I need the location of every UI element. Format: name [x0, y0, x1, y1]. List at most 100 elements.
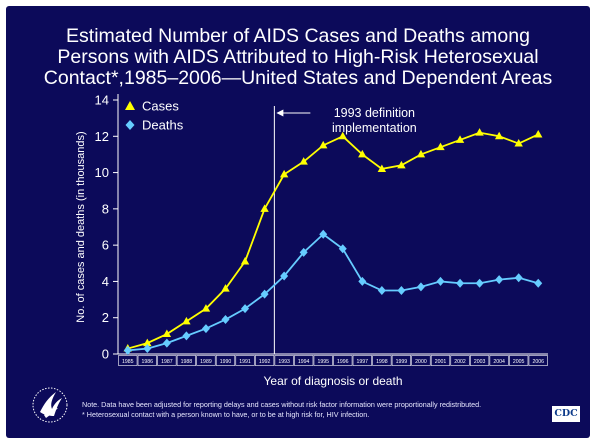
x-year-box — [411, 355, 431, 366]
x-tick-label: 1990 — [220, 359, 232, 365]
data-point-cases — [162, 329, 172, 338]
data-point-deaths — [319, 229, 328, 239]
x-year-box — [137, 355, 157, 366]
cdc-logo: CDC — [552, 406, 580, 422]
legend-marker-deaths — [125, 120, 135, 130]
x-year-box — [157, 355, 177, 366]
annotation-arrowhead — [276, 109, 284, 117]
data-point-cases — [475, 128, 484, 136]
x-tick-label: 2002 — [454, 359, 466, 365]
x-year-box — [489, 355, 509, 366]
data-point-deaths — [475, 278, 484, 288]
footnotes: Note. Data have been adjusted for report… — [82, 400, 552, 420]
slide: Estimated Number of AIDS Cases and Death… — [6, 6, 590, 438]
data-point-cases — [338, 131, 347, 140]
data-point-deaths — [143, 344, 152, 354]
y-tick-label: 10 — [95, 165, 109, 180]
data-point-cases — [494, 131, 504, 140]
x-year-box — [255, 355, 275, 366]
x-year-box — [352, 355, 372, 366]
y-tick-label: 2 — [102, 310, 109, 325]
data-point-cases — [299, 157, 308, 165]
x-year-box — [430, 355, 451, 366]
x-year-box — [118, 355, 138, 366]
x-axis-title: Year of diagnosis or death — [264, 374, 403, 388]
data-point-deaths — [514, 273, 523, 283]
x-tick-label: 2006 — [532, 359, 544, 365]
data-point-deaths — [162, 338, 171, 348]
x-tick-label: 1998 — [376, 359, 388, 365]
x-year-box — [196, 355, 216, 366]
x-year-box — [528, 355, 548, 366]
hhs-eagle-logo-icon — [32, 382, 68, 433]
footnote-asterisk: * Heterosexual contact with a person kno… — [82, 410, 370, 419]
legend-label-deaths: Deaths — [142, 118, 184, 133]
data-point-deaths — [358, 276, 367, 286]
x-tick-label: 1996 — [337, 359, 349, 365]
data-point-deaths — [299, 247, 308, 257]
x-year-box — [391, 355, 411, 366]
x-tick-label: 2005 — [513, 359, 525, 365]
x-tick-label: 2000 — [415, 359, 427, 365]
data-point-deaths — [123, 345, 132, 355]
x-tick-label: 1997 — [357, 359, 369, 365]
y-axis-title: No. of cases and deaths (in thousands) — [75, 131, 87, 322]
annotation-text: implementation — [332, 121, 417, 135]
x-tick-label: 2003 — [474, 359, 486, 365]
data-point-deaths — [456, 278, 465, 288]
data-point-deaths — [280, 271, 289, 281]
data-point-deaths — [221, 315, 230, 325]
y-tick-label: 0 — [102, 347, 109, 362]
data-point-deaths — [377, 286, 386, 295]
x-year-box — [215, 355, 236, 366]
x-year-box — [176, 355, 196, 366]
data-point-deaths — [534, 278, 543, 288]
data-point-cases — [240, 256, 250, 265]
data-point-cases — [319, 140, 328, 149]
data-point-cases — [279, 169, 289, 178]
x-year-box — [372, 355, 392, 366]
x-tick-label: 1988 — [181, 359, 193, 365]
x-year-box — [470, 355, 490, 366]
data-point-cases — [182, 316, 191, 325]
x-year-box — [294, 355, 314, 366]
series-line-deaths — [127, 233, 539, 352]
data-point-cases — [358, 149, 367, 158]
series-line-cases — [127, 131, 539, 350]
y-tick-label: 14 — [95, 93, 109, 108]
y-tick-label: 12 — [95, 129, 109, 144]
x-tick-label: 1995 — [317, 359, 329, 365]
data-point-cases — [377, 164, 387, 172]
data-point-deaths — [397, 286, 406, 295]
x-tick-label: 2001 — [435, 359, 447, 365]
legend-marker-cases — [125, 101, 135, 110]
data-point-deaths — [260, 289, 269, 299]
data-point-cases — [416, 149, 426, 158]
annotation-text: 1993 definition — [334, 106, 415, 120]
data-point-deaths — [436, 276, 445, 286]
x-tick-label: 2004 — [493, 359, 505, 365]
x-tick-label: 1987 — [161, 359, 173, 365]
data-point-deaths — [241, 304, 250, 314]
data-point-cases — [514, 139, 523, 147]
data-point-cases — [260, 204, 269, 212]
x-tick-label: 1986 — [142, 359, 154, 365]
x-tick-label: 1991 — [239, 359, 251, 365]
x-year-box — [313, 355, 333, 366]
data-point-cases — [455, 135, 465, 143]
x-tick-label: 1985 — [122, 359, 134, 365]
data-point-cases — [221, 284, 230, 292]
x-tick-label: 1994 — [298, 359, 310, 365]
title-line-1: Estimated Number of AIDS Cases and Death… — [66, 25, 530, 47]
data-point-cases — [143, 338, 152, 347]
x-year-box — [235, 355, 255, 366]
y-tick-label: 8 — [102, 201, 109, 216]
title-line-3: Contact*,1985–2006—United States and Dep… — [43, 67, 553, 89]
data-point-cases — [201, 304, 211, 312]
x-year-box — [509, 355, 529, 366]
footnote-note: Note. Data have been adjusted for report… — [82, 400, 482, 409]
x-tick-label: 1992 — [259, 359, 271, 365]
line-chart: 0 2 4 6 8 10 12 14 1985 1986 1987 1988 1989 1990 1991 1… — [75, 93, 548, 388]
data-point-cases — [534, 129, 543, 138]
title-line-2: Persons with AIDS Attributed to High-Ris… — [57, 46, 539, 68]
